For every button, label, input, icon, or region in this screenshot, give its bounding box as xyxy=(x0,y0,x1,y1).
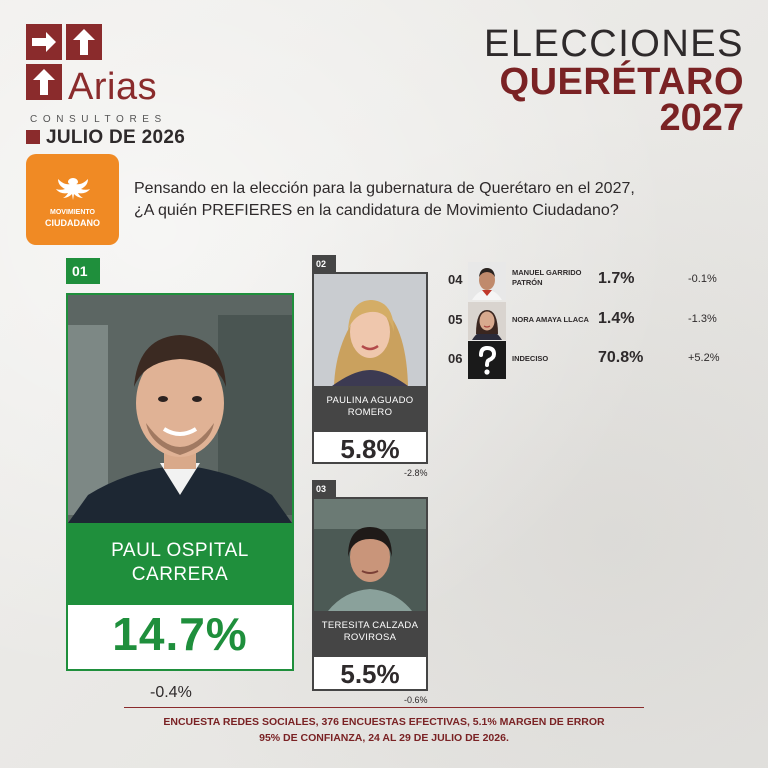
arrow-up-icon xyxy=(26,64,62,100)
candidate-change: -2.8% xyxy=(404,468,428,478)
candidate-percent: 70.8% xyxy=(598,349,644,366)
candidate-name-line-2: ROVIROSA xyxy=(343,632,397,643)
logo-mark xyxy=(26,24,106,104)
rank-badge: 02 xyxy=(312,255,336,273)
arrow-up-icon xyxy=(66,24,102,60)
date-marker xyxy=(26,130,40,144)
question-line-1: Pensando en la elección para la gubernat… xyxy=(134,180,635,197)
title-line-2: QUERÉTARO xyxy=(499,61,744,103)
footer-divider xyxy=(124,707,644,708)
candidate-percent: 1.4% xyxy=(598,310,635,327)
candidate-name-line-1: MANUEL GARRIDO xyxy=(512,268,582,277)
candidate-name: MANUEL GARRIDO PATRÓN xyxy=(512,268,604,288)
candidate-name: NORA AMAYA LLACA xyxy=(512,315,604,325)
candidate-percent: 14.7% xyxy=(112,608,248,660)
title-line-3: 2027 xyxy=(659,97,744,139)
question-line-2: ¿A quién PREFIERES en la candidatura de … xyxy=(134,202,619,219)
candidate-card-2: PAULINA AGUADO ROMERO 5.8% xyxy=(312,272,428,464)
candidate-percent: 5.5% xyxy=(340,659,400,689)
methodology-line-1: ENCUESTA REDES SOCIALES, 376 ENCUESTAS E… xyxy=(163,716,605,728)
methodology-line-2: 95% DE CONFIANZA, 24 AL 29 DE JULIO DE 2… xyxy=(259,732,509,744)
candidate-change: -1.3% xyxy=(688,313,717,325)
candidate-percent: 5.8% xyxy=(340,434,400,464)
candidate-photo xyxy=(68,295,292,523)
party-logo: MOVIMIENTO CIUDADANO xyxy=(26,154,119,245)
question-mark-icon xyxy=(468,341,506,379)
candidate-photo xyxy=(468,302,506,340)
rank-number: 04 xyxy=(448,272,463,287)
candidate-card-3: TERESITA CALZADA ROVIROSA 5.5% xyxy=(312,497,428,691)
candidate-percent: 1.7% xyxy=(598,270,635,287)
candidate-change: +5.2% xyxy=(688,352,720,364)
candidate-change: -0.6% xyxy=(404,695,428,705)
title-line-1: ELECCIONES xyxy=(484,23,744,65)
candidate-card-1: PAUL OSPITAL CARRERA 14.7% xyxy=(66,293,294,671)
report-date: JULIO DE 2026 xyxy=(46,127,186,148)
survey-question: Pensando en la elección para la gubernat… xyxy=(134,178,754,222)
candidate-photo xyxy=(468,262,506,300)
candidate-change: -0.4% xyxy=(150,684,192,701)
candidate-name: INDECISO xyxy=(512,354,604,364)
party-name-line-2: CIUDADANO xyxy=(45,218,100,228)
candidate-name-line-2: ROMERO xyxy=(347,407,393,418)
candidate-name-line-1: INDECISO xyxy=(512,354,549,363)
party-name-line-1: MOVIMIENTO xyxy=(50,209,95,216)
candidate-change: -0.1% xyxy=(688,273,717,285)
brand-name: Arias xyxy=(68,66,158,108)
candidate-name-line-1: PAUL OSPITAL xyxy=(111,540,249,561)
candidate-name-line-1: TERESITA CALZADA xyxy=(321,620,419,631)
candidate-row-4: 04 MANUEL GARRIDO PATRÓN 1.7% -0.1% xyxy=(448,262,748,300)
candidate-photo xyxy=(314,274,426,386)
candidate-name-line-2: PATRÓN xyxy=(512,278,543,287)
candidate-name: TERESITA CALZADA ROVIROSA xyxy=(314,611,426,657)
candidate-row-5: 05 NORA AMAYA LLACA 1.4% -1.3% xyxy=(448,302,748,340)
rank-badge: 01 xyxy=(66,258,100,284)
arrow-right-icon xyxy=(26,24,62,60)
candidate-row-6: 06 INDECISO 70.8% +5.2% xyxy=(448,341,748,379)
candidate-photo xyxy=(314,499,426,611)
eagle-icon xyxy=(56,178,90,200)
arias-logo: Arias CONSULTORES JULIO DE 2026 xyxy=(26,24,216,148)
rank-number: 05 xyxy=(448,312,463,327)
brand-subtitle: CONSULTORES xyxy=(30,114,167,125)
rank-badge: 03 xyxy=(312,480,336,498)
candidate-name: PAUL OSPITAL CARRERA xyxy=(68,523,292,605)
candidate-name-line-1: PAULINA AGUADO xyxy=(326,395,414,406)
candidate-name: PAULINA AGUADO ROMERO xyxy=(314,386,426,432)
candidate-name-line-1: NORA AMAYA LLACA xyxy=(512,315,589,324)
rank-number: 06 xyxy=(448,351,463,366)
candidate-name-line-2: CARRERA xyxy=(131,564,229,585)
